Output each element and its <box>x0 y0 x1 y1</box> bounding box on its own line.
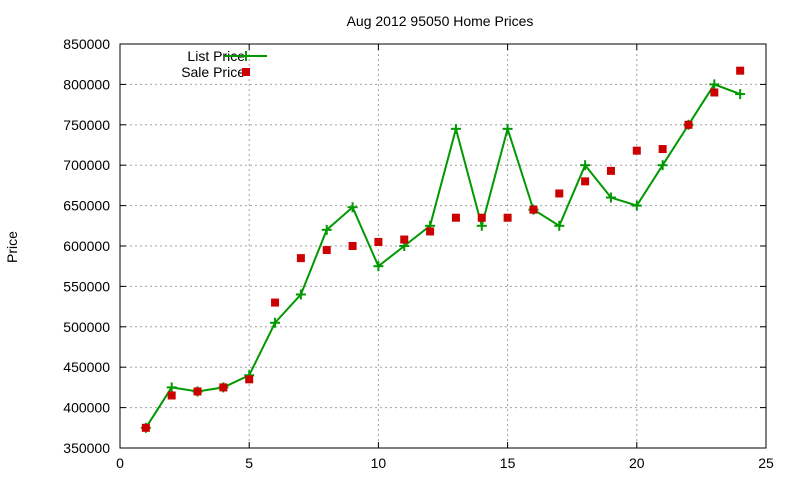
x-tick-label: 15 <box>500 455 516 471</box>
sale-price-point <box>374 237 383 246</box>
list-price-point <box>321 224 332 235</box>
sale-price-point <box>529 205 538 214</box>
sale-price-point <box>581 177 590 186</box>
y-tick-label: 650000 <box>63 198 110 214</box>
list-price-point <box>450 123 461 134</box>
sale-price-point <box>451 213 460 222</box>
y-tick-label: 350000 <box>63 440 110 456</box>
list-price-point <box>373 261 384 272</box>
sale-price-point <box>245 375 254 384</box>
sale-price-point <box>167 391 176 400</box>
sale-price-point <box>400 235 409 244</box>
y-tick-label: 850000 <box>63 36 110 52</box>
sale-price-point <box>710 88 719 97</box>
list-price-point <box>631 200 642 211</box>
sale-price-point <box>348 242 357 250</box>
x-tick-label: 5 <box>245 455 253 471</box>
sale-price-point <box>426 227 435 236</box>
sale-price-point <box>193 387 202 396</box>
x-tick-label: 20 <box>629 455 645 471</box>
sale-price-point <box>503 213 512 222</box>
list-price-point <box>580 160 591 171</box>
sale-price-point <box>477 213 486 222</box>
legend: List Price Sale Price <box>181 48 267 80</box>
list-price-point <box>166 382 177 393</box>
sale-price-point <box>684 120 693 129</box>
list-price-line <box>144 83 741 429</box>
list-price-point <box>270 317 281 328</box>
y-tick-label: 750000 <box>63 117 110 133</box>
sale-price-point <box>271 298 280 307</box>
sale-price-point <box>632 146 641 155</box>
list-price-point <box>554 220 565 231</box>
legend-square-sale-price <box>242 68 250 76</box>
y-tick-label: 500000 <box>63 319 110 335</box>
sale-price-point <box>322 246 331 255</box>
y-tick-label: 800000 <box>63 76 110 92</box>
list-price-point <box>347 202 358 213</box>
legend-label-sale-price: Sale Price <box>181 64 245 80</box>
sale-price-point <box>219 383 228 392</box>
list-price-point <box>657 160 668 171</box>
series-layer <box>140 66 746 433</box>
sale-price-point <box>141 423 150 432</box>
legend-plus-list-price <box>241 51 251 61</box>
x-tick-label: 0 <box>116 455 124 471</box>
list-price-point <box>735 89 746 100</box>
y-tick-label: 550000 <box>63 278 110 294</box>
sale-price-point <box>658 145 667 154</box>
list-price-point <box>605 192 616 203</box>
list-price-point <box>476 220 487 231</box>
tick-layer: 0 5 10 15 20 25 350000 400000 450000 500000 550000… <box>63 36 774 471</box>
sale-price-point <box>606 166 615 175</box>
x-tick-label: 25 <box>758 455 774 471</box>
y-tick-label: 450000 <box>63 359 110 375</box>
y-tick-label: 600000 <box>63 238 110 254</box>
y-axis-label: Price <box>4 231 20 263</box>
y-tick-label: 400000 <box>63 400 110 416</box>
sale-price-point <box>296 254 305 263</box>
sale-price-point <box>736 66 745 75</box>
chart-title: Aug 2012 95050 Home Prices <box>347 13 534 29</box>
legend-label-list-price: List Price <box>187 48 245 64</box>
sale-price-point <box>555 189 564 198</box>
legend-marker-list-price <box>225 51 267 61</box>
x-tick-label: 10 <box>371 455 387 471</box>
list-price-point <box>502 123 513 134</box>
list-price-point <box>709 79 720 90</box>
list-price-point <box>295 289 306 300</box>
legend-marker-sale-price <box>242 68 250 76</box>
y-tick-label: 700000 <box>63 157 110 173</box>
